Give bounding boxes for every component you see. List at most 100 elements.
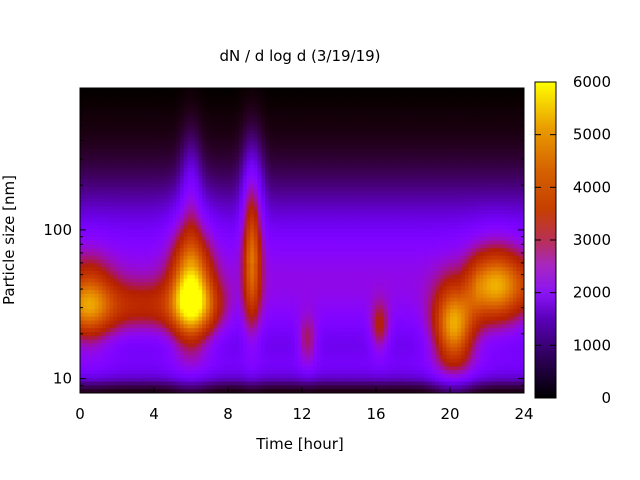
- heatmap-cell: [305, 225, 310, 230]
- heatmap-cell: [357, 168, 362, 173]
- heatmap-cell: [216, 145, 222, 150]
- heatmap-cell: [294, 244, 299, 249]
- heatmap-cell: [268, 91, 273, 97]
- heatmap-cell: [287, 225, 292, 230]
- heatmap-cell: [131, 114, 137, 120]
- heatmap-cell: [98, 118, 103, 123]
- heatmap-cell: [224, 145, 229, 150]
- heatmap-cell: [516, 118, 521, 123]
- heatmap-cell: [135, 133, 140, 139]
- heatmap-cell: [265, 171, 270, 177]
- heatmap-cell: [202, 236, 207, 242]
- heatmap-cell: [242, 122, 248, 127]
- heatmap-cell: [394, 164, 399, 169]
- heatmap-cell: [290, 210, 296, 215]
- heatmap-cell: [235, 88, 240, 93]
- heatmap-cell: [228, 194, 233, 200]
- heatmap-cell: [87, 194, 92, 200]
- heatmap-cell: [220, 221, 225, 226]
- heatmap-cell: [464, 217, 470, 223]
- heatmap-cell: [198, 126, 203, 131]
- heatmap-cell: [283, 236, 288, 242]
- heatmap-cell: [487, 190, 492, 196]
- heatmap-cell: [357, 198, 362, 203]
- heatmap-cell: [324, 88, 329, 93]
- heatmap-cell: [487, 129, 492, 135]
- heatmap-cell: [431, 88, 436, 93]
- heatmap-cell: [120, 190, 125, 196]
- heatmap-cell: [394, 156, 399, 162]
- heatmap-cell: [250, 95, 255, 101]
- heatmap-cell: [276, 168, 281, 173]
- heatmap-cell: [142, 221, 148, 226]
- heatmap-cell: [483, 160, 488, 165]
- heatmap-cell: [105, 126, 111, 131]
- heatmap-cell: [191, 126, 196, 131]
- heatmap-cell: [335, 240, 340, 245]
- heatmap-cell: [442, 213, 447, 219]
- heatmap-cell: [316, 152, 322, 158]
- heatmap-cell: [331, 240, 336, 245]
- heatmap-cell: [105, 175, 111, 181]
- heatmap-cell: [187, 103, 192, 108]
- heatmap-cell: [224, 187, 229, 192]
- heatmap-cell: [198, 206, 203, 211]
- heatmap-cell: [405, 217, 410, 223]
- heatmap-cell: [520, 91, 524, 97]
- heatmap-cell: [416, 164, 421, 169]
- heatmap-cell: [350, 110, 355, 116]
- heatmap-cell: [431, 232, 436, 238]
- heatmap-cell: [150, 141, 155, 146]
- heatmap-cell: [431, 91, 436, 97]
- heatmap-cell: [109, 190, 114, 196]
- heatmap-cell: [272, 202, 277, 207]
- heatmap-cell: [146, 183, 151, 188]
- heatmap-cell: [165, 198, 170, 203]
- heatmap-cell: [335, 198, 340, 203]
- heatmap-cell: [139, 213, 144, 219]
- heatmap-cell: [468, 110, 473, 116]
- heatmap-cell: [442, 171, 447, 177]
- heatmap-cell: [265, 160, 270, 165]
- heatmap-cell: [427, 232, 433, 238]
- heatmap-cell: [209, 229, 214, 234]
- heatmap-cell: [498, 232, 503, 238]
- heatmap-cell: [83, 206, 88, 211]
- heatmap-cell: [409, 194, 414, 200]
- heatmap-cell: [283, 149, 288, 154]
- heatmap-cell: [283, 164, 288, 169]
- heatmap-cell: [468, 126, 473, 131]
- heatmap-cell: [501, 232, 507, 238]
- heatmap-cell: [168, 95, 174, 101]
- heatmap-cell: [183, 164, 188, 169]
- heatmap-cell: [327, 141, 333, 146]
- heatmap-cell: [520, 99, 524, 104]
- heatmap-cell: [512, 171, 518, 177]
- heatmap-cell: [113, 95, 118, 101]
- heatmap-cell: [205, 118, 211, 123]
- heatmap-cell: [161, 206, 166, 211]
- heatmap-cell: [272, 175, 277, 181]
- heatmap-cell: [313, 88, 318, 93]
- heatmap-cell: [342, 198, 347, 203]
- heatmap-cell: [272, 183, 277, 188]
- heatmap-cell: [520, 179, 524, 184]
- heatmap-cell: [335, 190, 340, 196]
- heatmap-cell: [405, 221, 410, 226]
- heatmap-cell: [87, 183, 92, 188]
- heatmap-cell: [172, 99, 177, 104]
- heatmap-cell: [416, 229, 421, 234]
- heatmap-cell: [198, 213, 203, 219]
- heatmap-cell: [216, 229, 222, 234]
- heatmap-cell: [413, 232, 418, 238]
- heatmap-cell: [261, 232, 266, 238]
- heatmap-cell: [228, 160, 233, 165]
- heatmap-cell: [376, 141, 381, 146]
- heatmap-cell: [361, 88, 366, 93]
- heatmap-cell: [450, 149, 455, 154]
- heatmap-cell: [427, 122, 433, 127]
- heatmap-cell: [490, 114, 495, 120]
- heatmap-cell: [272, 221, 277, 226]
- heatmap-cell: [350, 225, 355, 230]
- heatmap-cell: [457, 221, 462, 226]
